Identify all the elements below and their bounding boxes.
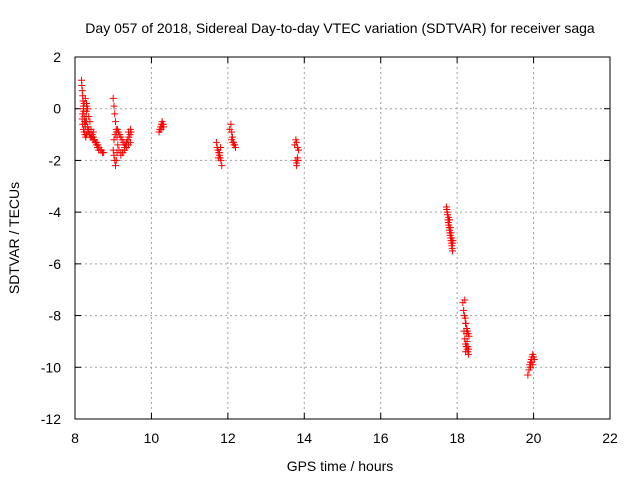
y-axis-label: SDTVAR / TECUs bbox=[6, 182, 22, 294]
x-tick-label: 18 bbox=[449, 430, 465, 446]
data-point bbox=[228, 128, 236, 136]
data-point bbox=[462, 330, 470, 338]
data-point bbox=[112, 156, 120, 164]
grid bbox=[75, 57, 610, 419]
data-point bbox=[218, 162, 226, 170]
data-point bbox=[159, 120, 167, 128]
data-point bbox=[119, 149, 127, 157]
data-point bbox=[529, 361, 537, 369]
y-tick-label: -8 bbox=[49, 308, 62, 324]
plot-frame bbox=[74, 56, 611, 420]
data-point bbox=[79, 110, 87, 118]
data-point bbox=[448, 234, 456, 242]
data-point bbox=[227, 120, 235, 128]
data-point bbox=[212, 138, 220, 146]
data-point bbox=[449, 239, 457, 247]
data-point bbox=[84, 105, 92, 113]
chart-title: Day 057 of 2018, Sidereal Day-to-day VTE… bbox=[85, 20, 595, 36]
x-tick-label: 8 bbox=[71, 430, 79, 446]
y-tick-label: -12 bbox=[41, 411, 61, 427]
y-tick-label: -4 bbox=[49, 204, 62, 220]
data-point bbox=[230, 141, 238, 149]
x-tick-label: 14 bbox=[296, 430, 312, 446]
data-point bbox=[462, 348, 470, 356]
data-point bbox=[89, 128, 97, 136]
y-tick-label: -2 bbox=[49, 152, 62, 168]
data-point bbox=[293, 154, 301, 162]
plot-border bbox=[74, 56, 611, 420]
x-tick-label: 12 bbox=[220, 430, 236, 446]
data-point bbox=[463, 337, 471, 345]
axis-ticks: 8 10 12 14 16 18 20 22 -12 -10 -8 -6 -4 -2 0 2 bbox=[41, 49, 618, 446]
y-tick-label: 2 bbox=[53, 49, 61, 65]
data-point bbox=[81, 94, 89, 102]
data-point bbox=[460, 306, 468, 314]
data-point bbox=[111, 110, 119, 118]
x-tick-label: 22 bbox=[602, 430, 618, 446]
data-point bbox=[85, 112, 93, 120]
data-point bbox=[112, 162, 120, 170]
y-tick-label: -10 bbox=[41, 359, 61, 375]
data-point bbox=[293, 162, 301, 170]
data-point bbox=[112, 118, 120, 126]
data-point bbox=[462, 343, 470, 351]
data-point bbox=[214, 154, 222, 162]
data-series bbox=[77, 76, 538, 379]
x-tick-label: 16 bbox=[373, 430, 389, 446]
x-axis-label: GPS time / hours bbox=[287, 458, 394, 474]
data-point bbox=[121, 144, 129, 151]
data-point bbox=[446, 216, 453, 224]
data-point bbox=[446, 224, 454, 232]
data-point bbox=[447, 229, 455, 237]
data-point bbox=[215, 149, 223, 157]
data-point bbox=[95, 146, 103, 154]
data-point bbox=[449, 247, 457, 255]
data-point bbox=[126, 125, 134, 133]
data-point bbox=[82, 100, 90, 108]
data-point bbox=[293, 138, 301, 146]
series-sdtvar bbox=[77, 76, 538, 379]
x-tick-label: 10 bbox=[144, 430, 160, 446]
data-point bbox=[462, 319, 470, 327]
data-point bbox=[82, 118, 90, 126]
data-point bbox=[461, 296, 469, 304]
data-point bbox=[524, 371, 532, 379]
data-point bbox=[110, 136, 118, 144]
data-point bbox=[295, 146, 303, 154]
data-point bbox=[79, 120, 87, 128]
y-tick-label: -6 bbox=[49, 256, 62, 272]
data-point bbox=[109, 94, 117, 102]
data-point bbox=[85, 125, 93, 133]
data-point bbox=[100, 149, 108, 157]
y-tick-label: 0 bbox=[53, 101, 61, 117]
data-point bbox=[123, 138, 131, 146]
data-point bbox=[217, 144, 225, 151]
x-tick-label: 20 bbox=[526, 430, 542, 446]
data-point bbox=[114, 141, 122, 149]
data-point bbox=[110, 102, 118, 110]
